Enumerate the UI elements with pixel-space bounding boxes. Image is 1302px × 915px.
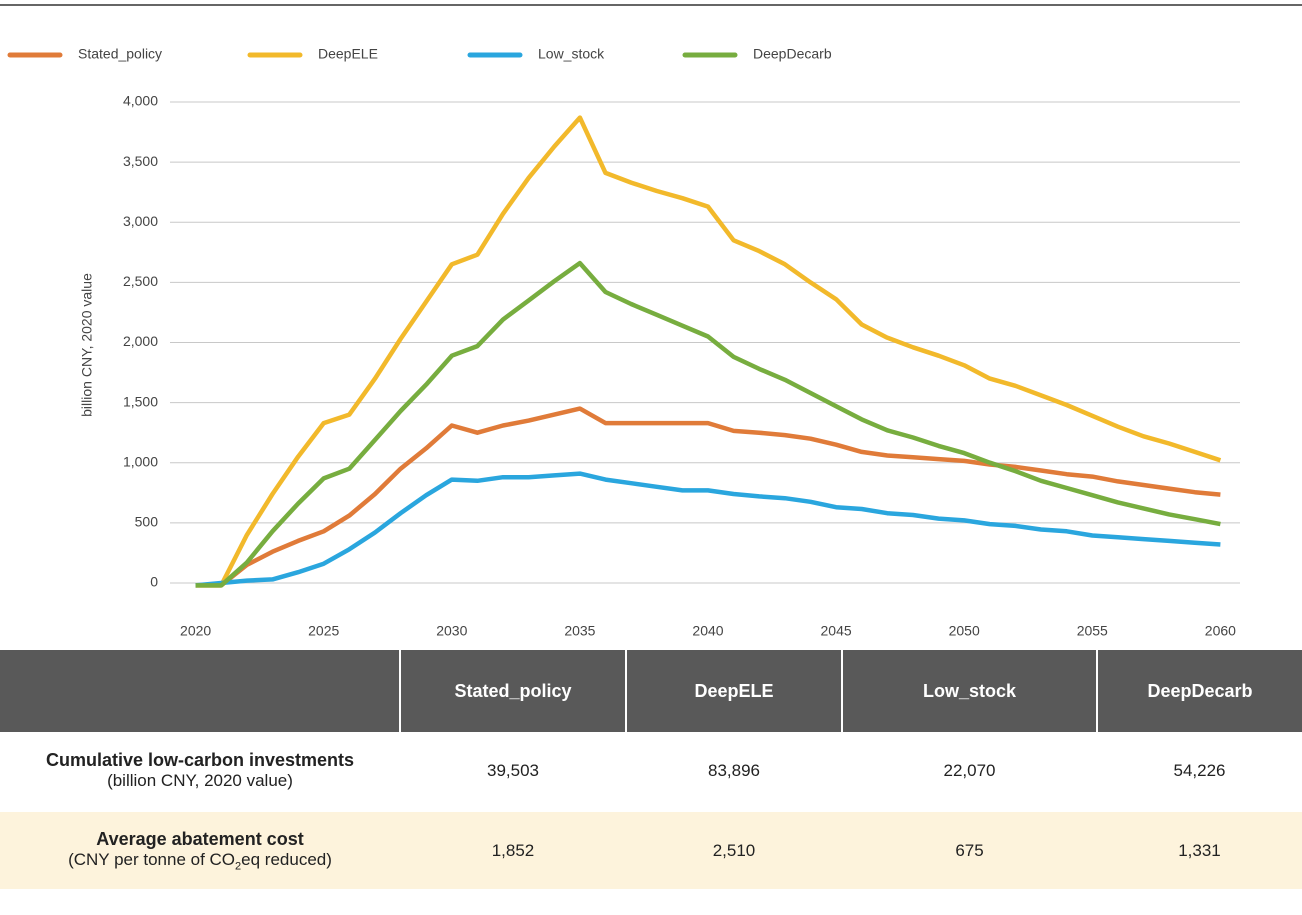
- legend-label: Stated_policy: [78, 46, 162, 62]
- series-line: [195, 471, 1221, 588]
- header-row: Stated_policy DeepELE Low_stock DeepDecarb: [0, 650, 1302, 732]
- table-cell: 1,852: [400, 810, 626, 889]
- column-header: DeepELE: [625, 650, 842, 732]
- table-cell: 39,503: [400, 732, 626, 812]
- y-tick-label: 1,000: [123, 453, 158, 469]
- row-label-cell: Cumulative low-carbon investments (billio…: [0, 732, 400, 812]
- legend-label: Low_stock: [538, 46, 605, 62]
- y-tick-label: 4,000: [123, 93, 158, 109]
- row-sublabel-part: 2: [235, 860, 242, 873]
- x-tick-label: 2020: [180, 623, 211, 639]
- chart: billion CNY, 2020 value 0 500 1,000 1,500 2,…: [0, 4, 1302, 639]
- legend-label: DeepELE: [318, 46, 378, 62]
- x-tick-label: 2055: [1077, 623, 1108, 639]
- y-tick-label: 1,500: [123, 393, 158, 409]
- row-label: Cumulative low-carbon investments: [45, 750, 355, 770]
- y-tick-label: 2,500: [123, 273, 158, 289]
- series-line: [195, 115, 1222, 588]
- x-tick-label: 2050: [949, 623, 980, 639]
- table-cell: 83,896: [626, 732, 842, 812]
- x-tick-label: 2035: [564, 623, 595, 639]
- x-tick-label: 2040: [692, 623, 723, 639]
- table-cell: 54,226: [1097, 732, 1302, 812]
- table-row: Average abatement cost (CNY per tonne of …: [0, 810, 1302, 889]
- x-tick-label: 2045: [821, 623, 852, 639]
- row-sublabel-part: eq reduced): [241, 849, 332, 869]
- y-tick-label: 2,000: [123, 333, 158, 349]
- table-cell: 675: [842, 810, 1097, 889]
- x-tick-label: 2030: [436, 623, 467, 639]
- table-cell: 1,331: [1097, 810, 1302, 889]
- row-sublabel-part: (CNY per tonne of CO: [68, 849, 236, 869]
- y-tick-label: 3,500: [123, 153, 158, 169]
- column-header: Stated_policy: [399, 650, 626, 732]
- row-label-cell: Average abatement cost (CNY per tonne of …: [0, 810, 400, 889]
- y-axis-label: billion CNY, 2020 value: [79, 273, 95, 417]
- row-sublabel: (billion CNY, 2020 value): [107, 771, 293, 790]
- corner-cell: [0, 650, 400, 732]
- row-sublabel: (CNY per tonne of CO2eq reduced): [68, 849, 332, 873]
- legend-label: DeepDecarb: [753, 46, 832, 62]
- row-label: Average abatement cost: [96, 828, 304, 849]
- table-row: Cumulative low-carbon investments (billio…: [0, 732, 1302, 812]
- summary-table: Stated_policy DeepELE Low_stock DeepDecarb …: [0, 650, 1302, 889]
- y-tick-label: 500: [135, 514, 159, 530]
- x-tick-label: 2025: [308, 623, 339, 639]
- y-tick-label: 0: [150, 574, 158, 590]
- column-header: DeepDecarb: [1096, 650, 1302, 732]
- y-tick-label: 3,000: [123, 213, 158, 229]
- column-header: Low_stock: [841, 650, 1097, 732]
- series-line: [195, 406, 1221, 588]
- x-tick-label: 2060: [1205, 623, 1236, 639]
- table-cell: 2,510: [626, 810, 842, 889]
- row-sublabel-part: (billion CNY, 2020 value): [107, 771, 293, 790]
- table-cell: 22,070: [842, 732, 1097, 812]
- series-line: [195, 260, 1221, 588]
